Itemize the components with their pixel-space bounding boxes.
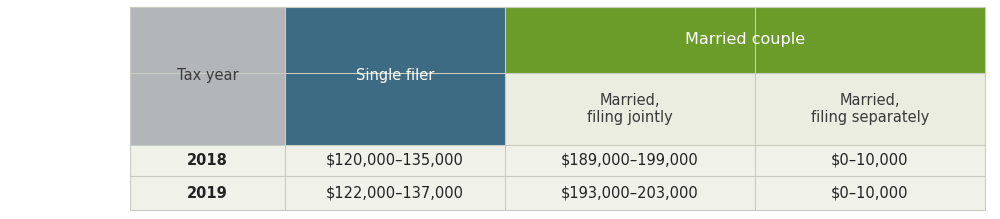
Text: Married,
filing jointly: Married, filing jointly <box>587 93 673 125</box>
Bar <box>130 176 985 210</box>
Text: Married couple: Married couple <box>685 32 805 48</box>
Text: $122,000–137,000: $122,000–137,000 <box>326 186 464 201</box>
Text: Single filer: Single filer <box>356 68 434 83</box>
Bar <box>130 145 985 176</box>
Text: 2019: 2019 <box>187 186 228 201</box>
Bar <box>285 7 505 145</box>
Bar <box>505 7 985 73</box>
Text: 2018: 2018 <box>187 153 228 168</box>
Bar <box>130 7 285 145</box>
Text: Married,
filing separately: Married, filing separately <box>811 93 929 125</box>
Bar <box>130 7 985 210</box>
Text: $120,000–135,000: $120,000–135,000 <box>326 153 464 168</box>
Bar <box>755 73 985 145</box>
Text: $0–10,000: $0–10,000 <box>831 153 909 168</box>
Text: $193,000–203,000: $193,000–203,000 <box>561 186 699 201</box>
Text: Tax year: Tax year <box>177 68 238 83</box>
Text: $0–10,000: $0–10,000 <box>831 186 909 201</box>
Bar <box>505 73 755 145</box>
Text: $189,000–199,000: $189,000–199,000 <box>561 153 699 168</box>
